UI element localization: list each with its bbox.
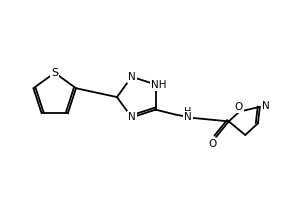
Text: NH: NH: [151, 80, 166, 90]
Text: S: S: [51, 68, 58, 78]
Text: N: N: [184, 112, 192, 122]
Text: H: H: [184, 107, 191, 117]
Text: N: N: [128, 112, 136, 122]
Text: N: N: [262, 101, 270, 111]
Text: N: N: [128, 72, 136, 82]
Text: O: O: [234, 102, 243, 112]
Text: O: O: [208, 139, 216, 149]
